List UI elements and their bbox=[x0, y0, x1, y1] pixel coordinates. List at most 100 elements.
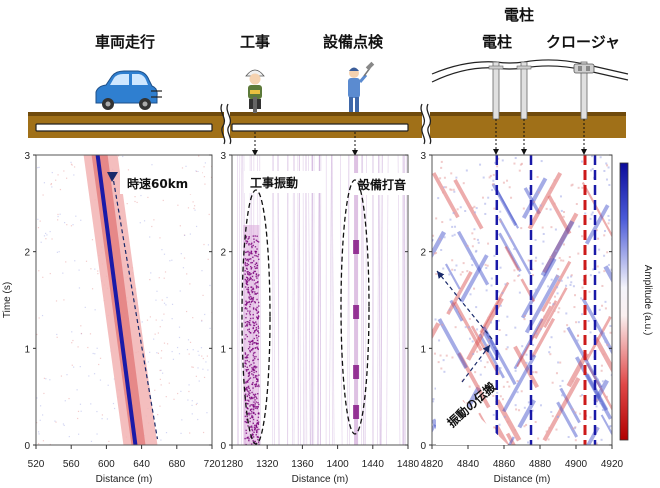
noise bbox=[73, 366, 75, 368]
noise bbox=[180, 432, 182, 434]
construction-dot bbox=[252, 321, 254, 323]
noise bbox=[76, 389, 78, 391]
construction-dot bbox=[248, 301, 250, 304]
construction-dot bbox=[256, 265, 258, 267]
faint-trace bbox=[311, 155, 313, 445]
noise bbox=[603, 332, 606, 335]
construction-dot bbox=[254, 263, 257, 266]
construction-dot bbox=[246, 415, 248, 418]
noise bbox=[193, 207, 195, 210]
construction-dot bbox=[253, 401, 255, 403]
construction-dot bbox=[258, 385, 260, 388]
noise bbox=[207, 258, 209, 260]
construction-dot bbox=[257, 393, 259, 395]
noise bbox=[532, 274, 535, 277]
construction-dot bbox=[245, 264, 247, 267]
noise bbox=[523, 318, 526, 321]
construction-dot bbox=[245, 283, 248, 285]
construction-dot bbox=[248, 365, 251, 367]
noise bbox=[595, 405, 598, 408]
construction-dot bbox=[256, 378, 258, 381]
noise bbox=[470, 257, 473, 260]
noise bbox=[57, 219, 59, 221]
cable bbox=[35, 123, 409, 132]
construction-dot bbox=[253, 265, 256, 268]
construction-dot bbox=[258, 316, 260, 318]
construction-dot bbox=[251, 279, 254, 281]
noise bbox=[465, 169, 468, 172]
construction-dot bbox=[254, 267, 257, 270]
y-tick-label: 1 bbox=[220, 344, 226, 355]
noise bbox=[161, 299, 163, 301]
construction-dot bbox=[258, 441, 260, 443]
noise bbox=[547, 438, 550, 441]
wave bbox=[505, 432, 516, 445]
noise bbox=[178, 326, 181, 328]
noise bbox=[595, 427, 598, 430]
noise bbox=[506, 315, 509, 318]
noise bbox=[468, 337, 471, 340]
noise bbox=[41, 314, 44, 317]
construction-dot bbox=[255, 424, 258, 426]
noise bbox=[592, 268, 595, 271]
noise bbox=[537, 191, 540, 194]
construction-dot bbox=[254, 270, 257, 273]
noise bbox=[452, 188, 455, 191]
noise bbox=[122, 155, 124, 158]
noise bbox=[147, 196, 149, 199]
noise bbox=[457, 295, 460, 298]
construction-dot bbox=[251, 415, 253, 417]
noise bbox=[600, 438, 603, 441]
noise bbox=[541, 226, 544, 229]
noise bbox=[163, 313, 165, 315]
noise bbox=[590, 213, 593, 216]
panel-poles-frame bbox=[431, 154, 613, 446]
panel-vehicle: 時速60km 520 560 600 640 680 720 0 1 2 3 Distance … bbox=[2, 151, 221, 485]
noise bbox=[187, 207, 190, 209]
noise bbox=[165, 304, 167, 306]
noise bbox=[549, 208, 552, 211]
faint-trace bbox=[331, 155, 335, 445]
noise bbox=[84, 306, 86, 308]
noise bbox=[434, 387, 437, 390]
noise bbox=[494, 388, 497, 391]
noise bbox=[63, 170, 65, 172]
construction-dot bbox=[250, 252, 252, 254]
construction-dot bbox=[252, 300, 254, 302]
wave bbox=[504, 245, 520, 271]
noise bbox=[571, 380, 574, 383]
noise bbox=[71, 342, 73, 344]
construction-dot bbox=[257, 401, 259, 404]
noise bbox=[527, 441, 530, 444]
construction-dot bbox=[250, 340, 252, 343]
construction-dot bbox=[256, 306, 258, 309]
construction-dot bbox=[251, 429, 254, 432]
noise bbox=[66, 224, 68, 226]
noise bbox=[188, 390, 190, 393]
source-pointers bbox=[254, 119, 585, 155]
noise bbox=[516, 380, 519, 383]
construction-dot bbox=[255, 434, 257, 436]
construction-dot bbox=[246, 356, 249, 359]
noise bbox=[499, 210, 502, 213]
noise bbox=[498, 423, 501, 426]
noise bbox=[85, 260, 88, 262]
noise bbox=[570, 184, 573, 187]
wave bbox=[459, 254, 489, 303]
noise bbox=[550, 186, 553, 189]
noise bbox=[126, 203, 128, 205]
wave bbox=[600, 414, 612, 436]
construction-dot bbox=[246, 308, 248, 310]
noise bbox=[484, 202, 487, 205]
construction-dot bbox=[253, 238, 255, 240]
closure-icon bbox=[573, 63, 595, 74]
noise bbox=[434, 318, 437, 321]
noise bbox=[492, 394, 495, 397]
noise bbox=[451, 356, 454, 359]
noise bbox=[181, 419, 183, 421]
construction-dot bbox=[255, 282, 257, 284]
construction-dot bbox=[248, 346, 251, 348]
construction-dot bbox=[252, 272, 255, 274]
construction-dot bbox=[257, 438, 259, 441]
noise bbox=[77, 346, 79, 348]
